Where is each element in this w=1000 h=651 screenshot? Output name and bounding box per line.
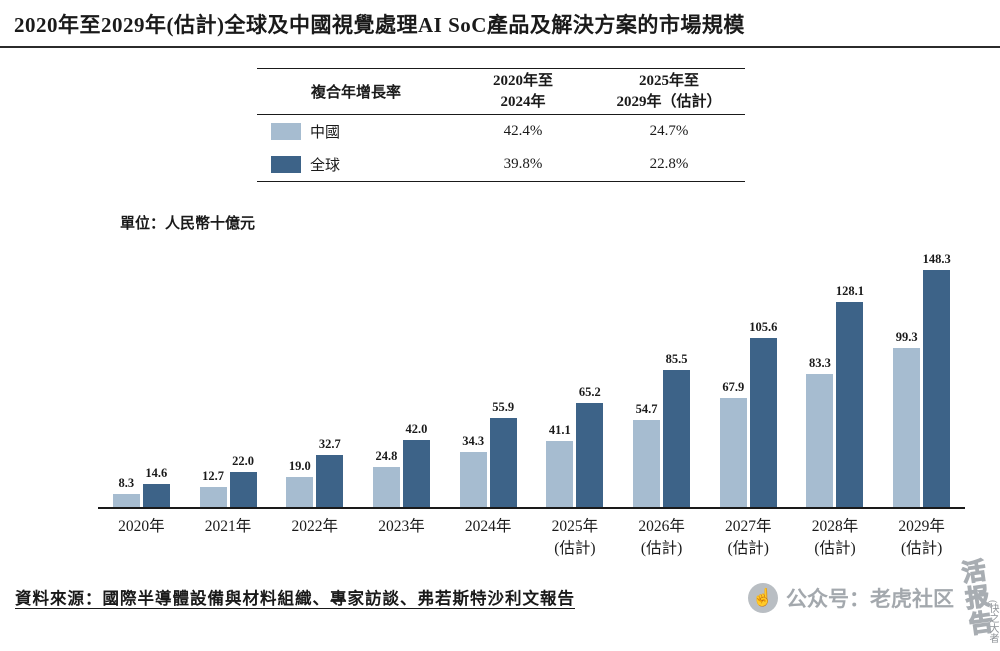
bar-value-label: 128.1 <box>835 284 865 298</box>
bar-china: 67.9 <box>719 380 747 507</box>
legend-label-global: 全球 <box>310 158 341 174</box>
watermark: ☝ 公众号：老虎社区 活报告 <box>748 557 994 639</box>
bar-china: 34.3 <box>459 434 487 507</box>
x-axis-label: 2028年 (估計) <box>811 518 859 557</box>
x-axis-label: 2029年 (估計) <box>898 518 945 557</box>
bar-value-label: 14.6 <box>145 465 168 480</box>
bar-value-label: 67.9 <box>722 380 745 395</box>
bar-group: 54.7 85.5 <box>618 352 705 507</box>
bar-global: 85.5 <box>663 352 691 507</box>
bar-value-label: 32.7 <box>318 436 341 451</box>
x-axis-label: 2023年 <box>378 518 425 535</box>
bar-global: 42.0 <box>402 422 430 507</box>
legend-item-global: 全球 <box>257 154 453 175</box>
plot-area: 8.3 14.6 12.7 22.0 19.0 32.7 24.8 42.0 34.3 55.9 4… <box>98 249 965 509</box>
bar-global: 32.7 <box>316 437 344 507</box>
bar-value-label: 85.5 <box>665 352 688 367</box>
x-axis-label: 2022年 <box>291 518 339 535</box>
bar-china: 24.8 <box>372 449 400 507</box>
bar-china: 19.0 <box>286 459 314 507</box>
china-color-swatch <box>271 123 301 140</box>
page-title: 2020年至2029年(估計)全球及中國視覺處理AI SoC產品及解決方案的市場… <box>14 13 745 37</box>
bar-value-label: 34.3 <box>462 434 485 449</box>
bar-value-label: 8.3 <box>118 475 135 490</box>
global-cagr-2020-2024: 39.8% <box>503 156 543 173</box>
global-cagr-2025-2029: 22.8% <box>649 156 689 173</box>
bar-chart: 8.3 14.6 12.7 22.0 19.0 32.7 24.8 42.0 34.3 55.9 4… <box>98 249 965 559</box>
bar-group: 99.3 148.3 <box>878 252 965 507</box>
x-axis-label: 2025年 (估計) <box>551 518 599 557</box>
bar-china: 99.3 <box>893 330 921 507</box>
cagr-legend-table: 複合年增長率 2020年至 2024年 2025年至 2029年（估計） 中國 … <box>257 68 745 182</box>
x-axis: 2020年 2021年 2022年 2023年 2024年 2025年 (估計) 2026年… <box>98 509 965 559</box>
bar-group: 67.9 105.6 <box>705 320 792 507</box>
bar-china: 83.3 <box>806 356 834 507</box>
bar-value-label: 19.0 <box>288 458 311 473</box>
cagr-header-label: 複合年增長率 <box>311 85 402 101</box>
bar-global: 65.2 <box>576 385 604 507</box>
china-cagr-2020-2024: 42.4% <box>503 123 543 140</box>
table-row-china: 中國 42.4% 24.7% <box>257 115 745 148</box>
bar-value-label: 148.3 <box>922 251 951 266</box>
x-axis-label: 2021年 <box>204 518 252 535</box>
bar-value-label: 54.7 <box>635 401 658 416</box>
bar-global: 14.6 <box>142 466 170 507</box>
cagr-header-period2: 2025年至 2029年（估計） <box>616 73 722 110</box>
x-axis-label: 2020年 <box>118 518 165 535</box>
bar-global: 105.6 <box>749 320 777 507</box>
cagr-header-period1: 2020年至 2024年 <box>492 73 553 110</box>
bar-value-label: 12.7 <box>202 468 224 483</box>
bar-group: 41.1 65.2 <box>532 385 619 507</box>
pointing-hand-icon: ☝ <box>748 583 778 613</box>
x-axis-label: 2027年 (估計) <box>725 518 772 557</box>
bar-global: 55.9 <box>489 400 517 507</box>
bar-group: 24.8 42.0 <box>358 422 445 507</box>
bar-value-label: 65.2 <box>578 384 601 399</box>
china-cagr-2025-2029: 24.7% <box>649 123 689 140</box>
bar-value-label: 55.9 <box>492 399 515 414</box>
bar-group: 34.3 55.9 <box>445 400 532 507</box>
bar-group: 12.7 22.0 <box>185 454 272 507</box>
unit-label: 單位：人民幣十億元 <box>120 216 256 232</box>
legend-label-china: 中國 <box>310 125 341 141</box>
bar-china: 54.7 <box>633 402 661 507</box>
bar-global: 148.3 <box>923 252 951 507</box>
title-divider <box>0 46 1000 48</box>
bar-china: 8.3 <box>112 476 140 507</box>
bar-value-label: 105.6 <box>749 320 778 334</box>
bar-china: 12.7 <box>199 469 227 507</box>
watermark-account-text: 公众号：老虎社区 <box>786 588 954 611</box>
x-axis-label: 2024年 <box>464 518 512 535</box>
x-axis-label: 2026年 (估計) <box>638 518 685 557</box>
global-color-swatch <box>271 156 301 173</box>
bar-global: 128.1 <box>836 284 864 507</box>
bar-group: 8.3 14.6 <box>98 466 185 507</box>
source-note: 資料來源：國際半導體設備與材料組織、專家訪談、弗若斯特沙利文報告 <box>15 589 575 609</box>
legend-item-china: 中國 <box>257 121 453 142</box>
watermark-side-text: (快之大者 <box>987 599 998 643</box>
bar-global: 22.0 <box>229 454 257 507</box>
bar-value-label: 83.3 <box>809 355 831 370</box>
bar-value-label: 22.0 <box>232 453 254 468</box>
table-header-row: 複合年增長率 2020年至 2024年 2025年至 2029年（估計） <box>257 69 745 115</box>
bar-china: 41.1 <box>546 423 574 507</box>
bar-group: 19.0 32.7 <box>271 437 358 507</box>
bar-value-label: 42.0 <box>405 421 428 436</box>
bar-value-label: 24.8 <box>375 449 398 464</box>
bar-value-label: 41.1 <box>548 423 571 438</box>
bar-group: 83.3 128.1 <box>792 284 879 507</box>
table-row-global: 全球 39.8% 22.8% <box>257 148 745 181</box>
bar-value-label: 99.3 <box>895 330 918 345</box>
